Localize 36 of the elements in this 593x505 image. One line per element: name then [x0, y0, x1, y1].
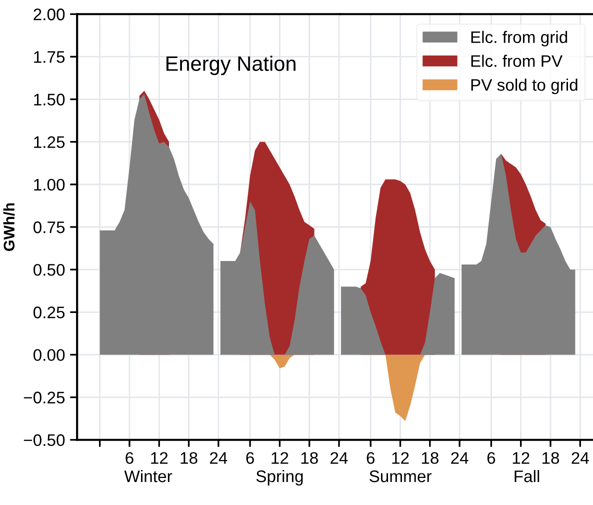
- x-tick-label: 24: [451, 452, 468, 464]
- x-tick-label: 6: [366, 452, 375, 464]
- x-tick-label: 6: [246, 452, 254, 464]
- x-tick-label: 6: [487, 452, 496, 464]
- y-tick-label: 0.75: [34, 221, 65, 234]
- x-tick-label: 12: [512, 452, 530, 464]
- x-axis-title: Fall: [514, 470, 540, 482]
- y-tick-label: 0.25: [34, 306, 65, 318]
- x-axis-title: Summer: [370, 470, 432, 482]
- y-tick-label: −0.50: [24, 434, 65, 446]
- x-tick-label: 18: [542, 452, 560, 464]
- y-tick-label: 1.25: [34, 136, 65, 148]
- x-tick-label: 12: [272, 452, 288, 464]
- x-tick-label: 12: [392, 452, 409, 464]
- y-axis-title: GWh/h: [3, 203, 15, 251]
- x-axis-title: Winter: [124, 470, 172, 482]
- x-tick-label: 6: [126, 452, 134, 464]
- x-tick-label: 24: [572, 452, 589, 464]
- x-tick-label: 18: [301, 452, 318, 464]
- x-tick-label: 12: [151, 452, 168, 464]
- x-tick-label: 24: [210, 452, 228, 464]
- y-tick-label: 1.00: [34, 178, 65, 191]
- x-tick-label: 24: [330, 452, 348, 464]
- y-tick-label: 0.00: [34, 349, 65, 361]
- y-tick-label: 0.50: [34, 264, 65, 276]
- legend-label: PV sold to grid: [471, 78, 578, 94]
- legend-label: Elc. from grid: [471, 30, 568, 46]
- x-tick-label: 18: [180, 452, 198, 464]
- text: Energy Nation: [166, 56, 296, 76]
- y-tick-label: 1.50: [34, 94, 65, 106]
- y-tick-label: 2.00: [34, 8, 65, 20]
- y-tick-label: 1.75: [34, 51, 65, 63]
- x-axis-title: Spring: [256, 470, 303, 486]
- x-tick-label: 18: [422, 452, 438, 464]
- y-tick-label: −0.25: [24, 392, 65, 404]
- legend-label: Elc. from PV: [471, 54, 563, 67]
